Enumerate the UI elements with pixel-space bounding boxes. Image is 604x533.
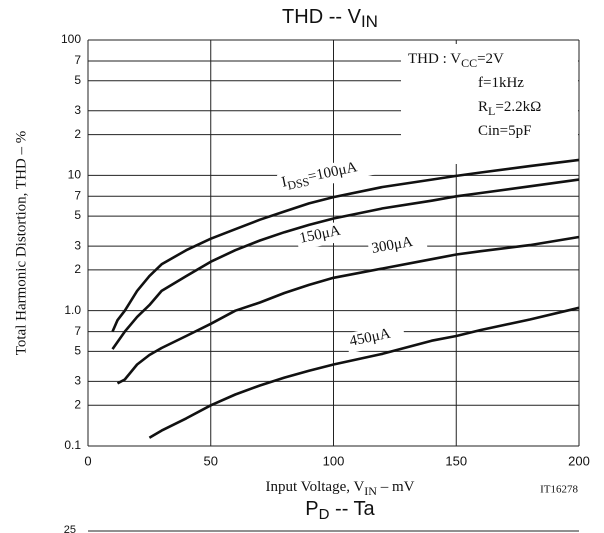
curve <box>148 306 580 439</box>
condition: THD : VCC=2V <box>408 51 504 69</box>
condition-part: CC <box>461 56 477 70</box>
curve-label-part: DSS <box>286 174 310 192</box>
next-chart-tick: 25 <box>64 524 76 533</box>
curve <box>111 178 580 350</box>
y-tick-label: 10 <box>68 168 82 182</box>
y-tick-label: 0.1 <box>64 438 81 452</box>
condition: f=1kHz <box>478 75 524 91</box>
chart-title: THD -- VIN <box>282 6 378 31</box>
x-label-unit: – mV <box>377 479 415 495</box>
x-tick-label: 100 <box>323 453 345 468</box>
curve-label-bg <box>294 218 356 251</box>
figure-code: IT16278 <box>540 484 578 496</box>
x-tick-label: 50 <box>204 453 218 468</box>
y-tick-label: 3 <box>74 238 81 252</box>
condition-part: =2.2kΩ <box>495 99 541 115</box>
y-tick-label: 2 <box>74 397 81 411</box>
x-tick-label: 0 <box>84 453 91 468</box>
next-chart-title: PD -- Ta <box>305 498 375 523</box>
y-tick-label: 7 <box>74 53 81 67</box>
curve-label: IDSS=100μA <box>280 160 359 194</box>
condition: RL=2.2kΩ <box>478 99 541 117</box>
y-tick-label: 100 <box>61 32 81 46</box>
title-sub: IN <box>361 12 378 31</box>
y-tick-label: 3 <box>74 103 81 117</box>
y-tick-label: 5 <box>74 344 81 358</box>
condition-part: f=1kHz <box>478 75 524 91</box>
curve <box>116 235 580 385</box>
y-tick-label: 2 <box>74 262 81 276</box>
curve <box>111 158 580 333</box>
y-tick-label: 3 <box>74 374 81 388</box>
next-title-rest: -- Ta <box>329 498 375 520</box>
y-tick-label: 2 <box>74 127 81 141</box>
y-tick-label: 1.0 <box>64 303 81 317</box>
curve-label-bg <box>276 149 403 195</box>
x-tick-label: 200 <box>568 453 590 468</box>
condition-part: R <box>478 99 488 115</box>
condition-part: THD : V <box>408 51 461 67</box>
curve-label-group: 300μA <box>367 230 428 261</box>
x-axis-label: Input Voltage, VIN – mV <box>266 479 415 497</box>
conditions-bg <box>401 44 578 164</box>
curve-label-bg <box>367 230 428 261</box>
condition: Cin=5pF <box>478 123 531 139</box>
curve-label: 300μA <box>371 234 415 257</box>
y-tick-label: 7 <box>74 188 81 202</box>
curve-label-part: I <box>280 175 288 192</box>
y-tick-label: 5 <box>74 208 81 222</box>
condition-part: Cin=5pF <box>478 123 531 139</box>
x-tick-label: 150 <box>445 453 467 468</box>
y-tick-label: 7 <box>74 324 81 338</box>
y-tick-label: 5 <box>74 73 81 87</box>
next-title-sub: D <box>319 506 330 523</box>
next-title-text: P <box>305 498 318 520</box>
curve-label-bg <box>344 321 406 354</box>
y-axis-label: Total Harmonic Distortion, THD – % <box>13 131 29 355</box>
title-text: THD -- V <box>282 6 362 28</box>
curve-label-group: 450μA <box>344 321 406 354</box>
x-label-sub: IN <box>364 484 377 498</box>
curve-label-part: 300μA <box>371 234 415 257</box>
condition-part: =2V <box>477 51 504 67</box>
condition-part: L <box>488 104 495 118</box>
x-label-text: Input Voltage, V <box>266 479 365 495</box>
